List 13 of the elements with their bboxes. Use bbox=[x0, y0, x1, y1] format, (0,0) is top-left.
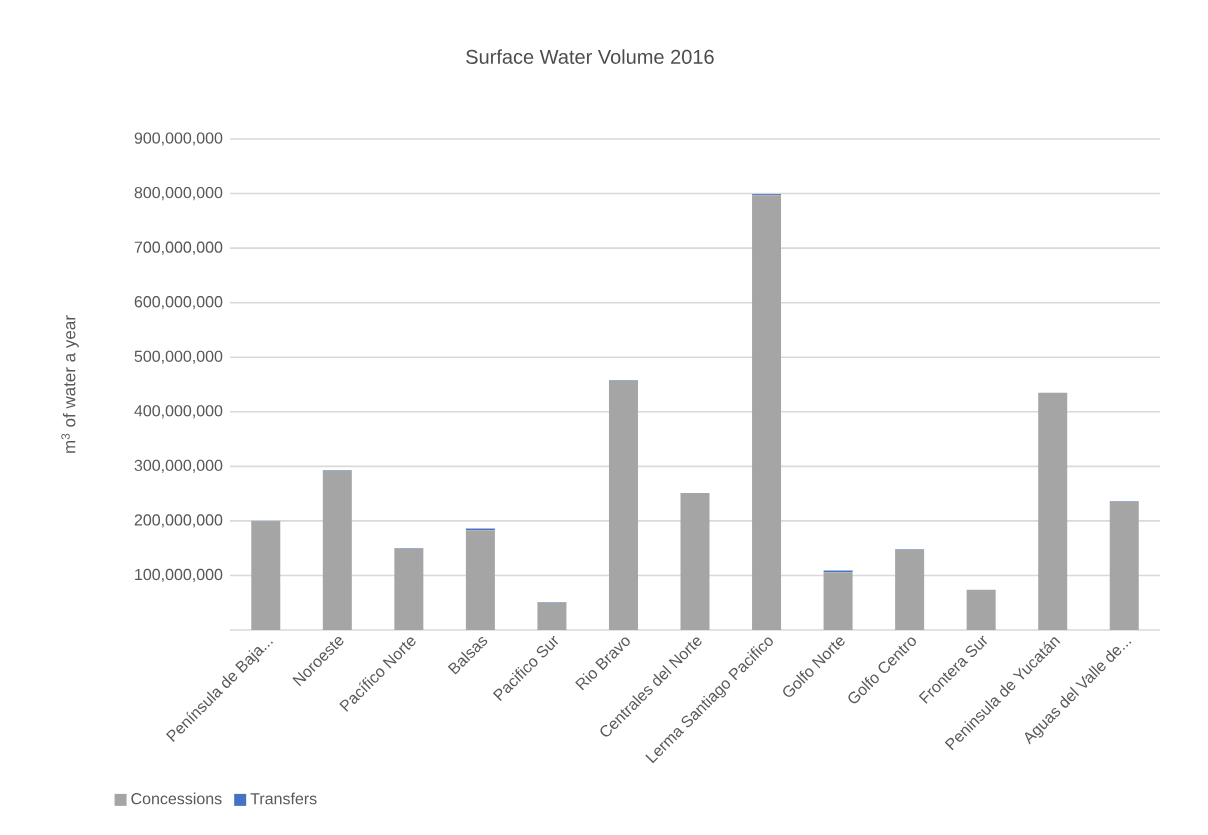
chart-title: Surface Water Volume 2016 bbox=[466, 49, 714, 64]
y-tick-label: 800,000,000 bbox=[134, 186, 223, 201]
y-axis-title: m$^{3}$ of water a year bbox=[61, 315, 79, 453]
y-tick-label: 200,000,000 bbox=[134, 514, 223, 528]
y-tick-label: 700,000,000 bbox=[134, 241, 223, 255]
y-tick-label: 300,000,000 bbox=[134, 459, 223, 473]
y-tick-label: 600,000,000 bbox=[134, 296, 223, 310]
legend-label: Concessions bbox=[131, 792, 222, 805]
y-tick-label: 500,000,000 bbox=[134, 350, 223, 364]
legend-label: Transfers bbox=[250, 792, 317, 805]
y-tick-label: 100,000,000 bbox=[135, 568, 223, 583]
y-tick-label: 900,000,000 bbox=[134, 132, 223, 146]
y-tick-label: 400,000,000 bbox=[134, 405, 223, 419]
